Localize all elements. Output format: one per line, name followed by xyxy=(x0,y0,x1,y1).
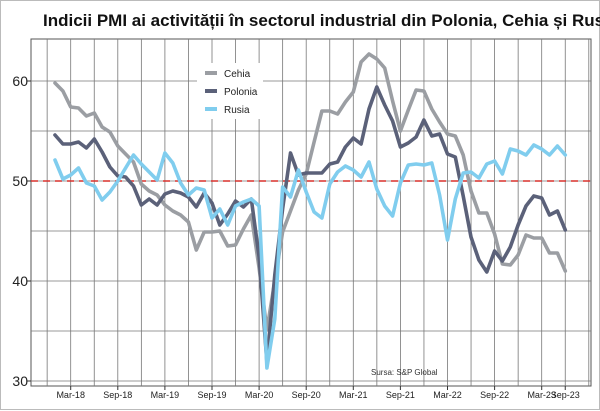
series-line-polonia xyxy=(53,85,568,364)
y-tick-label: 50 xyxy=(12,173,28,189)
series-lines xyxy=(53,52,568,370)
chart-title: Indicii PMI ai activității în sectorul i… xyxy=(43,11,600,30)
y-tick-label: 30 xyxy=(12,373,28,389)
y-tick-label: 60 xyxy=(12,73,28,89)
series-line-rusia xyxy=(53,143,568,370)
x-tick-label: Mar-20 xyxy=(245,390,274,400)
x-tick-label: Sep-22 xyxy=(480,390,509,400)
series-line-cehia xyxy=(53,52,568,332)
x-tick-label: Sep-21 xyxy=(386,390,415,400)
x-tick-label: Sep-19 xyxy=(197,390,226,400)
x-tick-label: Sep-23 xyxy=(551,390,580,400)
x-tick-label: Mar-21 xyxy=(339,390,368,400)
x-tick-label: Sep-18 xyxy=(103,390,132,400)
source-note: Sursa: S&P Global xyxy=(371,368,438,377)
x-tick-label: Sep-20 xyxy=(292,390,321,400)
x-tick-label: Mar-23 xyxy=(527,390,556,400)
y-tick-label: 40 xyxy=(12,273,28,289)
x-tick-label: Mar-19 xyxy=(151,390,180,400)
x-axis: Mar-18 Sep-18 Mar-19 Sep-19 Mar-20 Sep-20 Mar-… xyxy=(56,386,580,400)
gridlines xyxy=(31,39,591,386)
legend: Cehia Polonia Rusia xyxy=(197,63,263,119)
plot-area xyxy=(30,38,592,387)
y-axis: 30 40 50 60 xyxy=(12,73,31,389)
legend-label-cehia: Cehia xyxy=(224,69,251,80)
x-tick-label: Mar-18 xyxy=(56,390,85,400)
x-tick-label: Mar-22 xyxy=(433,390,462,400)
legend-label-polonia: Polonia xyxy=(224,87,258,98)
legend-label-rusia: Rusia xyxy=(224,105,250,116)
